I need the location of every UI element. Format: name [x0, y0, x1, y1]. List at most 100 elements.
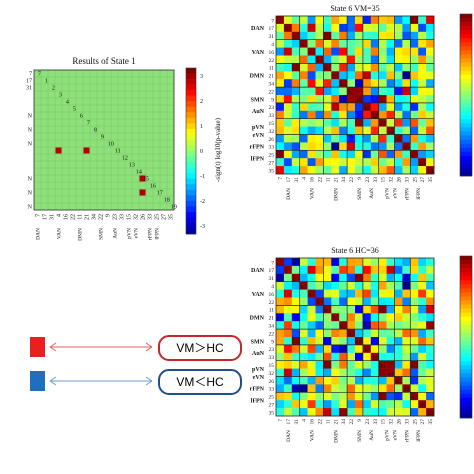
heatmap-cell [307, 258, 316, 267]
row-tick-label: 27 [269, 403, 275, 409]
heatmap-cell [402, 337, 411, 346]
heatmap-cell [323, 63, 332, 72]
heatmap-cell [386, 258, 395, 267]
heatmap-cell [339, 392, 348, 401]
network-label: VAN [310, 430, 316, 441]
heatmap-cell [299, 368, 308, 377]
heatmap-cell [76, 105, 84, 113]
heatmap-cell [347, 352, 356, 361]
heatmap-cell [418, 408, 427, 417]
heatmap-cell [402, 392, 411, 401]
column-tick-label: 26 [396, 419, 402, 425]
heatmap-cell [315, 368, 324, 377]
heatmap-cell [125, 84, 133, 92]
heatmap-cell [394, 258, 403, 267]
heatmap-cell [355, 392, 364, 401]
heatmap-cell [362, 297, 371, 306]
heatmap-cell [410, 126, 419, 135]
heatmap-cell [339, 384, 348, 393]
heatmap-cell [118, 203, 126, 211]
heatmap-cell [69, 189, 77, 197]
heatmap-cell [331, 110, 340, 119]
heatmap-cell [355, 150, 364, 159]
heatmap-cell [394, 273, 403, 282]
heatmap-cell [402, 289, 411, 298]
network-label: VAN [57, 228, 63, 239]
heatmap-cell [167, 196, 175, 204]
heatmap-cell [331, 79, 340, 88]
colorbar-segment [460, 280, 472, 285]
heatmap-cell [362, 39, 371, 48]
heatmap-cell [125, 161, 133, 169]
heatmap-cell [111, 154, 119, 162]
heatmap-cell [347, 47, 356, 56]
heatmap-cell [394, 134, 403, 143]
heatmap-cell [355, 95, 364, 104]
heatmap-cell [323, 142, 332, 151]
heatmap-cell [97, 168, 105, 176]
heatmap-cell [418, 16, 427, 25]
heatmap-title: State 6 VM=35 [330, 4, 379, 13]
heatmap-cell [386, 337, 395, 346]
heatmap-cell [118, 119, 126, 127]
heatmap-cell [153, 189, 161, 197]
heatmap-cell [339, 95, 348, 104]
node-label: 17 [411, 395, 417, 401]
heatmap-cell [283, 368, 292, 377]
colorbar-segment [186, 134, 196, 141]
state6-hc-heatmap: State 6 HC=36123456789101112131415161718… [250, 246, 473, 443]
heatmap-cell [291, 360, 300, 369]
heatmap-cell [362, 400, 371, 409]
heatmap-cell [426, 47, 435, 56]
heatmap-cell [394, 337, 403, 346]
heatmap-cell [97, 203, 105, 211]
heatmap-cell [410, 142, 419, 151]
column-tick-label: 27 [420, 177, 426, 183]
heatmap-cell [62, 203, 70, 211]
row-tick-label: 17 [269, 26, 275, 32]
heatmap-cell [167, 98, 175, 106]
heatmap-cell [55, 119, 63, 127]
heatmap-cell [378, 289, 387, 298]
heatmap-cell [160, 126, 168, 134]
heatmap-cell [370, 110, 379, 119]
heatmap-cell [323, 273, 332, 282]
node-label: 8 [340, 324, 343, 330]
heatmap-cell [378, 408, 387, 417]
heatmap-cell [347, 258, 356, 267]
heatmap-cell [48, 189, 56, 197]
heatmap-cell [315, 126, 324, 135]
heatmap-cell [362, 408, 371, 417]
colorbar-segment [460, 268, 472, 273]
heatmap-cell [355, 71, 364, 80]
heatmap-cell [315, 31, 324, 40]
heatmap-cell [410, 313, 419, 322]
heatmap-cell [90, 133, 98, 141]
column-tick-label: 34 [341, 177, 347, 183]
column-tick-label: 17 [286, 419, 292, 425]
colorbar-segment [460, 397, 472, 403]
heatmap-cell [62, 189, 70, 197]
heatmap-cell [418, 23, 427, 32]
heatmap-cell [118, 126, 126, 134]
heatmap-cell [362, 150, 371, 159]
heatmap-cell [339, 368, 348, 377]
heatmap-cell [347, 400, 356, 409]
heatmap-cell [307, 352, 316, 361]
heatmap-cell [331, 31, 340, 40]
heatmap-cell [83, 196, 91, 204]
heatmap-cell [291, 281, 300, 290]
colorbar-tick-label: 3 [200, 74, 203, 80]
heatmap-cell [362, 118, 371, 127]
heatmap-cell [41, 161, 49, 169]
heatmap-cell [331, 321, 340, 330]
heatmap-cell [323, 408, 332, 417]
heatmap-cell [426, 337, 435, 346]
colorbar-segment [460, 332, 472, 338]
column-tick-label: 4 [57, 214, 63, 217]
heatmap-cell [410, 384, 419, 393]
heatmap-cell [299, 55, 308, 64]
heatmap-cell [283, 352, 292, 361]
heatmap-cell [386, 344, 395, 353]
heatmap-cell [370, 265, 379, 274]
